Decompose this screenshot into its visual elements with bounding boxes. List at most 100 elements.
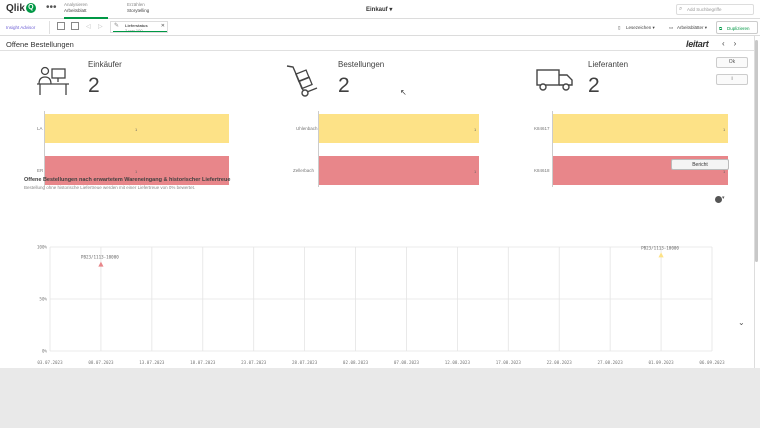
logo-mark: Q <box>25 3 36 14</box>
selection-value: 2 von 100 <box>125 28 167 33</box>
tab-analyze-line1: Analysieren <box>64 2 88 7</box>
close-icon[interactable]: ✕ <box>160 23 165 29</box>
chart-menu-icon[interactable] <box>715 196 722 203</box>
logo-text: Qlik <box>6 3 25 14</box>
insight-advisor-button[interactable]: Insight Advisor <box>2 21 50 34</box>
kpi-orders-value: 2 <box>338 74 350 97</box>
bar-value: 1 <box>474 169 477 174</box>
x-tick-label: 18.07.2023 <box>190 360 216 365</box>
bar-axis <box>318 111 319 187</box>
step-back-icon[interactable]: ◁ <box>86 24 91 30</box>
y-tick-label: 0% <box>42 349 48 354</box>
bar-red[interactable] <box>45 156 229 185</box>
bar-yellow[interactable] <box>45 114 229 143</box>
report-button[interactable]: Bericht <box>671 159 729 170</box>
insight-advisor-label: Insight Advisor <box>6 25 36 30</box>
tab-narrate[interactable]: Erzählen Storytelling <box>127 2 167 19</box>
data-point <box>98 261 104 267</box>
bar-label: ER <box>37 168 44 173</box>
smart-search-icon[interactable] <box>57 22 65 30</box>
side-button-info[interactable]: i <box>716 74 748 85</box>
y-tick-label: 100% <box>37 245 48 250</box>
selections-tool-icon[interactable] <box>71 22 79 30</box>
duplicate-icon: ⧉ <box>719 26 723 31</box>
tab-analyze[interactable]: Analysieren Arbeitsblatt <box>64 2 108 19</box>
app-title-text: Einkauf <box>366 7 388 13</box>
x-tick-label: 06.09.2023 <box>699 360 725 365</box>
point-label: PB23/1113-10000 <box>81 255 119 260</box>
scatter-chart[interactable]: 100% 50% 0% 03.07.2023 08.07.2023 13.07.2023 1… <box>0 200 754 368</box>
sheets-button[interactable]: ▭ Arbeitsblätter ▾ <box>667 21 707 34</box>
background-area <box>0 368 760 428</box>
bar-axis <box>552 111 553 187</box>
kpi-buyers-label: Einkäufer <box>88 60 122 69</box>
bar-label: K84618 <box>534 168 550 173</box>
bar-value: 1 <box>474 127 477 132</box>
chevron-down-icon[interactable]: ▾ <box>722 195 725 201</box>
selection-field: Lieferstatus <box>125 23 148 28</box>
bar-red[interactable] <box>319 156 479 185</box>
x-tick-label: 07.08.2023 <box>394 360 420 365</box>
bar-value: 1 <box>135 169 138 174</box>
search-input[interactable]: ⌕ Add Suchbegriffe <box>676 4 754 15</box>
duplicate-button[interactable]: ⧉ Duplizieren <box>716 21 758 34</box>
data-point <box>658 252 664 258</box>
qlik-logo[interactable]: Qlik Q <box>6 3 36 14</box>
sheet-nav: ‹ › <box>722 39 736 48</box>
kpi-suppliers-value: 2 <box>588 74 600 97</box>
x-tick-label: 01.09.2023 <box>648 360 674 365</box>
sheet: Offene Bestellungen leitart ‹ › Einkäufe… <box>0 36 754 368</box>
bookmark-icon: ▯ <box>618 25 621 30</box>
chart-title: Offene Bestellungen nach erwartetem Ware… <box>24 177 231 183</box>
next-sheet-icon[interactable]: › <box>733 39 737 48</box>
x-tick-label: 13.07.2023 <box>139 360 165 365</box>
selection-pin-icon: ✎ <box>114 23 120 29</box>
x-tick-label: 28.07.2023 <box>292 360 318 365</box>
sheets-icon: ▭ <box>669 25 674 30</box>
point-label: PB23/1113-10000 <box>641 245 679 250</box>
scrollbar-thumb[interactable] <box>755 40 758 262</box>
search-placeholder: Add Suchbegriffe <box>687 7 722 12</box>
top-bar: Qlik Q ••• Analysieren Arbeitsblatt Erzäh… <box>0 0 760 19</box>
bar-yellow[interactable] <box>319 114 479 143</box>
chart-subtitle: Bestellung ohne historische Liefertreue … <box>24 185 196 190</box>
step-forward-icon[interactable]: ▷ <box>98 24 103 30</box>
x-tick-label: 08.07.2023 <box>88 360 114 365</box>
expand-icon[interactable]: ⌄ <box>738 318 745 327</box>
selection-state-bar <box>113 31 167 32</box>
x-tick-label: 02.08.2023 <box>343 360 369 365</box>
more-menu-icon[interactable]: ••• <box>46 2 57 13</box>
x-tick-label: 22.08.2023 <box>547 360 573 365</box>
bar-label: LA <box>37 126 43 131</box>
x-tick-label: 17.08.2023 <box>496 360 522 365</box>
search-icon: ⌕ <box>679 6 683 12</box>
chevron-down-icon: ▾ <box>389 7 393 13</box>
bar-axis <box>44 111 45 187</box>
bookmarks-label: Lesezeichen <box>626 25 652 30</box>
bar-value: 1 <box>723 127 726 132</box>
side-button-ok[interactable]: Ok <box>716 57 748 68</box>
title-divider <box>0 50 754 51</box>
sheets-label: Arbeitsblätter <box>677 25 704 30</box>
selection-chip[interactable]: ✎ Lieferstatus 2 von 100 ✕ <box>110 21 168 33</box>
brand-logo: leitart <box>686 39 709 49</box>
x-tick-label: 12.08.2023 <box>445 360 471 365</box>
bar-value: 1 <box>723 169 726 174</box>
toolbar: Insight Advisor ◁ ▷ ✎ Lieferstatus 2 von… <box>0 19 760 36</box>
bar-value: 1 <box>135 127 138 132</box>
x-tick-label: 03.07.2023 <box>37 360 63 365</box>
kpi-suppliers-label: Lieferanten <box>588 60 629 69</box>
app-title[interactable]: Einkauf ▾ <box>366 6 392 13</box>
tab-analyze-line2: Arbeitsblatt <box>64 8 87 13</box>
hand-truck-icon <box>286 65 318 97</box>
bar-label: Uhlenbach <box>296 126 318 131</box>
duplicate-label: Duplizieren <box>727 26 750 31</box>
bookmarks-button[interactable]: ▯ Lesezeichen ▾ <box>616 21 655 34</box>
y-tick-label: 50% <box>39 297 47 302</box>
bar-label: Zellerbach <box>293 168 315 173</box>
previous-sheet-icon[interactable]: ‹ <box>722 39 725 48</box>
tab-narrate-line1: Erzählen <box>127 2 145 7</box>
kpi-buyers-value: 2 <box>88 74 100 97</box>
bar-yellow[interactable] <box>553 114 728 143</box>
mouse-cursor-icon: ↖ <box>400 88 407 97</box>
